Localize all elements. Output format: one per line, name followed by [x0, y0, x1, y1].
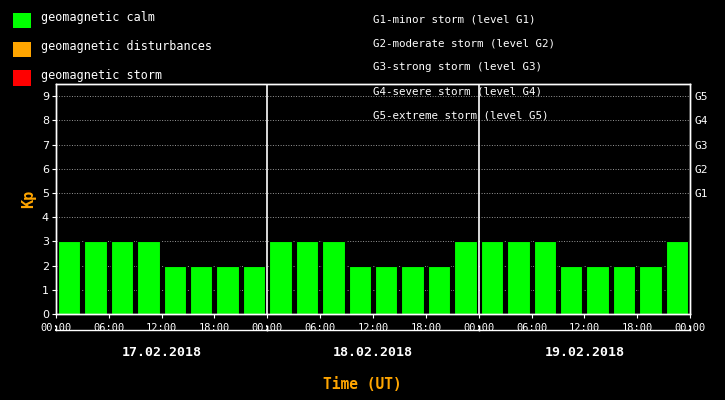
- Text: G1-minor storm (level G1): G1-minor storm (level G1): [373, 14, 536, 24]
- Bar: [613, 266, 635, 314]
- Bar: [587, 266, 609, 314]
- Y-axis label: Kp: Kp: [21, 190, 36, 208]
- Bar: [349, 266, 371, 314]
- Bar: [111, 241, 133, 314]
- Bar: [190, 266, 212, 314]
- Bar: [560, 266, 582, 314]
- Bar: [243, 266, 265, 314]
- Text: G2-moderate storm (level G2): G2-moderate storm (level G2): [373, 38, 555, 48]
- Bar: [269, 241, 291, 314]
- Text: 17.02.2018: 17.02.2018: [122, 346, 202, 359]
- Bar: [137, 241, 160, 314]
- Text: Time (UT): Time (UT): [323, 377, 402, 392]
- Text: geomagnetic calm: geomagnetic calm: [41, 12, 154, 24]
- Bar: [507, 241, 530, 314]
- Bar: [84, 241, 107, 314]
- Bar: [639, 266, 662, 314]
- Bar: [164, 266, 186, 314]
- Text: G5-extreme storm (level G5): G5-extreme storm (level G5): [373, 110, 549, 120]
- Text: 19.02.2018: 19.02.2018: [544, 346, 624, 359]
- Text: geomagnetic storm: geomagnetic storm: [41, 69, 162, 82]
- Bar: [402, 266, 424, 314]
- Bar: [296, 241, 318, 314]
- Bar: [666, 241, 688, 314]
- Bar: [481, 241, 503, 314]
- Text: geomagnetic disturbances: geomagnetic disturbances: [41, 40, 212, 53]
- Bar: [534, 241, 556, 314]
- Bar: [455, 241, 477, 314]
- Text: G3-strong storm (level G3): G3-strong storm (level G3): [373, 62, 542, 72]
- Bar: [375, 266, 397, 314]
- Bar: [58, 241, 80, 314]
- Text: G4-severe storm (level G4): G4-severe storm (level G4): [373, 86, 542, 96]
- Bar: [216, 266, 239, 314]
- Bar: [322, 241, 344, 314]
- Text: 18.02.2018: 18.02.2018: [333, 346, 413, 359]
- Bar: [428, 266, 450, 314]
